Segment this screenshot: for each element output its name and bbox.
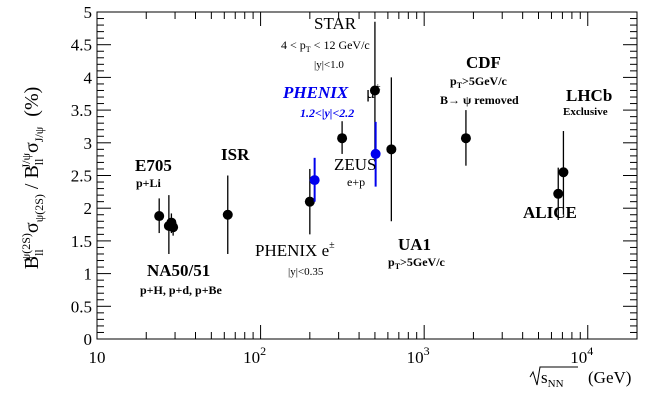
label-isr: ISR <box>221 145 250 164</box>
label-cdf-pt: pT>5GeV/c <box>450 74 508 90</box>
cdf-pt-a: p <box>450 74 457 88</box>
annotations: E705 p+Li ISR NA50/51 p+H, p+d, p+Be STA… <box>135 14 612 297</box>
x-axis-label: sNN <box>541 368 564 390</box>
y-tick-label: 1 <box>84 265 93 284</box>
label-star-pt: 4 < pT < 12 GeV/c <box>281 38 370 54</box>
y-axis-title: Bllψ(2S)σψ(2S) / BllJ/ψσJ/ψ(%) <box>19 87 46 270</box>
data-point <box>154 211 165 222</box>
mu-symbol: μ <box>366 83 375 102</box>
x-tick-label: 103 <box>407 344 430 367</box>
y-tick-label: 3 <box>84 134 93 153</box>
data-point <box>222 209 233 220</box>
label-ua1-pt: pT>5GeV/c <box>388 255 446 271</box>
ua1-pt-a: p <box>388 255 395 269</box>
x-tick-label: 104 <box>570 344 593 367</box>
label-phenix-mu: PHENIX <box>282 83 349 102</box>
data-point <box>386 144 397 155</box>
x-label-sub: NN <box>548 378 564 390</box>
ua1-pt-sub: T <box>395 262 401 271</box>
label-na50: NA50/51 <box>147 261 210 280</box>
y-slash: / <box>21 179 43 195</box>
y-b1: B <box>21 256 43 269</box>
label-alice: ALICE <box>523 203 577 222</box>
y-tick-label: 5 <box>84 3 93 22</box>
data-point <box>304 196 315 207</box>
label-cdf: CDF <box>466 53 501 72</box>
label-phenix-e-y: |y|<0.35 <box>288 266 324 278</box>
label-cdf-b: B→ ψ removed <box>440 93 519 107</box>
label-star-y: |y|<1.0 <box>314 59 344 71</box>
star-pt-sub: T <box>306 45 311 54</box>
label-ua1: UA1 <box>398 235 431 254</box>
x-tick-label: 102 <box>243 344 266 367</box>
data-point <box>553 188 564 199</box>
label-star: STAR <box>314 14 357 33</box>
x-tick-label: 10 <box>89 348 106 367</box>
label-zeus: ZEUS <box>334 155 377 174</box>
data-point <box>558 167 569 178</box>
y-pct: (%) <box>21 87 43 117</box>
y-psi2s: ψ(2S) <box>19 233 33 261</box>
y-tick-label: 3.5 <box>71 101 92 120</box>
label-lhcb-sub: Exclusive <box>563 106 608 118</box>
phenix-e-text: PHENIX e <box>255 241 329 260</box>
y-jpsi-sub: J/ψ <box>32 126 46 142</box>
mu-pm: ± <box>375 82 381 93</box>
label-phenix-e: PHENIX e± <box>255 240 335 260</box>
x-axis-title: sNN (GeV) <box>529 366 631 390</box>
y-jpsi-sup: J/ψ <box>19 153 33 169</box>
x-label-s: s <box>541 368 548 387</box>
y-tick-label: 2.5 <box>71 167 92 186</box>
label-e705: E705 <box>135 156 172 175</box>
y-sigma1: σ <box>21 222 43 233</box>
y-axis-label: Bllψ(2S)σψ(2S) / BllJ/ψσJ/ψ(%) <box>19 87 46 270</box>
data-point <box>370 148 381 159</box>
sqrt-sign <box>529 366 578 386</box>
y-tick-label: 2 <box>84 199 93 218</box>
cdf-pt-b: >5GeV/c <box>462 74 507 88</box>
data-point <box>337 133 348 144</box>
data-point <box>309 175 320 186</box>
phenix-e-pm: ± <box>329 240 335 251</box>
y-tick-label: 0.5 <box>71 297 92 316</box>
y-b2: B <box>21 165 43 178</box>
label-mu: μ± <box>366 82 381 102</box>
star-pt-b: < 12 GeV/c <box>311 38 370 52</box>
data-point <box>168 222 179 233</box>
label-lhcb: LHCb <box>566 86 612 105</box>
axis-tick-labels: 0 0.5 1 1.5 2 2.5 3 3.5 4 4.5 5 10 102 103 104 <box>71 3 594 367</box>
data-point <box>460 133 471 144</box>
y-sigma2: σ <box>21 142 43 153</box>
y-tick-label: 4.5 <box>71 36 92 55</box>
label-phenix-mu-y: 1.2<|y|<2.2 <box>300 106 354 120</box>
cdf-pt-sub: T <box>457 81 463 90</box>
y-ll2: ll <box>32 158 46 165</box>
plot-frame <box>96 11 638 340</box>
y-ll1: ll <box>32 249 46 256</box>
label-zeus-sub: e+p <box>347 175 365 189</box>
ua1-pt-b: >5GeV/c <box>400 255 445 269</box>
data-points <box>154 21 569 254</box>
label-na50-sub: p+H, p+d, p+Be <box>140 283 223 297</box>
y-psi2s-sub: ψ(2S) <box>32 194 46 222</box>
label-e705-sub: p+Li <box>136 176 162 190</box>
x-axis-unit: (GeV) <box>588 368 631 387</box>
star-pt-a: 4 < p <box>281 38 306 52</box>
y-tick-label: 1.5 <box>71 232 92 251</box>
y-tick-label: 4 <box>84 68 93 87</box>
data-point <box>369 85 380 96</box>
y-tick-label: 0 <box>84 330 93 349</box>
